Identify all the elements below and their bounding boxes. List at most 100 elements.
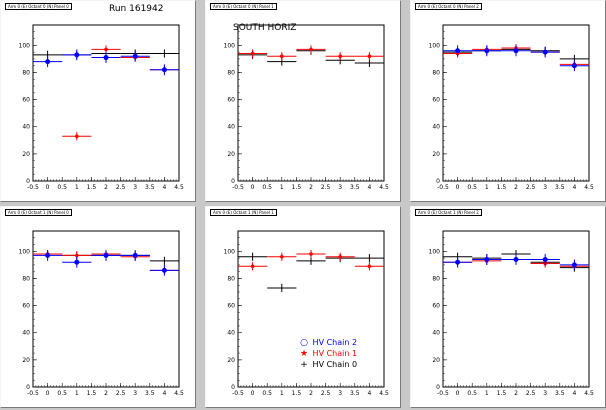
pad-6: -0.5 0 0.5 1 1.5 2 2.5 3 3.5 4 4.5 0 20 40 60 80 100 Arm…	[410, 206, 606, 408]
y-tick-label: 80	[432, 275, 440, 282]
y-tick-label: 40	[22, 124, 30, 131]
x-tick-label: 2.5	[321, 184, 331, 191]
y-tick-label: 60	[22, 97, 30, 104]
data-point	[33, 249, 63, 261]
marker-star	[367, 54, 372, 58]
x-tick-label: 1.5	[292, 184, 302, 191]
y-tick-label: 80	[227, 275, 235, 282]
data-point	[91, 52, 121, 63]
x-tick-label: 0.5	[467, 184, 477, 191]
y-tick-label: 60	[432, 97, 440, 104]
series-chain2	[443, 45, 589, 72]
x-tick-label: 1.5	[292, 390, 302, 397]
marker-circle	[132, 252, 138, 258]
data-point	[354, 254, 384, 263]
x-tick-label: 1.5	[87, 390, 97, 397]
x-tick-label: 0	[251, 390, 255, 397]
data-point	[296, 45, 326, 54]
y-tick-label: 60	[432, 303, 440, 310]
x-tick-label: 4	[367, 390, 371, 397]
x-tick-label: 0.5	[262, 184, 272, 191]
y-tick-label: 0	[231, 384, 235, 391]
marker-circle	[571, 262, 577, 268]
x-tick-label: 0	[456, 184, 460, 191]
legend-label: HV Chain 0	[312, 360, 358, 369]
data-point	[501, 45, 531, 57]
x-tick-label: 4.5	[174, 390, 184, 397]
x-tick-label: 3.5	[350, 390, 360, 397]
y-tick-label: 100	[224, 248, 236, 255]
marker-star	[338, 254, 342, 259]
pad-title: Arm 0 (E) Octant 0 (N) Panel 2	[415, 3, 482, 10]
data-point	[472, 254, 502, 265]
x-tick-label: 4.5	[379, 390, 389, 397]
y-tick-label: 60	[227, 303, 235, 310]
x-tick-label: 3	[543, 184, 547, 191]
x-tick-label: 3.5	[555, 390, 565, 397]
data-point	[62, 49, 92, 61]
y-tick-label: 20	[22, 357, 30, 364]
x-tick-label: -0.5	[232, 390, 244, 397]
x-tick-label: 1.5	[87, 184, 97, 191]
marker-circle	[513, 256, 519, 262]
data-point	[120, 50, 150, 62]
x-tick-label: 0.5	[262, 390, 272, 397]
marker-circle	[513, 48, 519, 54]
data-point	[238, 252, 268, 261]
data-point	[530, 46, 560, 58]
y-tick-label: 40	[227, 330, 235, 337]
legend-label: HV Chain 1	[312, 349, 358, 358]
x-tick-label: 2.5	[321, 390, 331, 397]
series-chain2	[33, 249, 179, 276]
series-chain2	[443, 254, 589, 271]
y-tick-label: 80	[22, 69, 30, 76]
marker-circle	[455, 48, 461, 54]
x-tick-label: 1	[75, 390, 79, 397]
marker-star	[280, 254, 284, 259]
pad-title: Arm 0 (E) Octant 1 (N) Panel 1	[210, 209, 277, 216]
x-tick-label: 2	[104, 184, 108, 191]
marker-circle	[45, 59, 51, 65]
pad-4: -0.5 0 0.5 1 1.5 2 2.5 3 3.5 4 4.5 0 20 40 60 80 100 Arm…	[0, 206, 196, 408]
x-tick-label: 1	[280, 184, 284, 191]
y-tick-label: 60	[227, 97, 235, 104]
y-tick-label: 80	[22, 275, 30, 282]
data-point	[267, 252, 297, 261]
data-point	[267, 283, 297, 293]
marker-star	[309, 47, 313, 52]
x-tick-label: 1	[485, 390, 489, 397]
x-tick-label: 0.5	[467, 390, 477, 397]
x-tick-label: 0	[46, 390, 50, 397]
marker-circle	[103, 252, 109, 258]
x-tick-label: 2.5	[116, 184, 126, 191]
marker-star	[250, 264, 255, 269]
data-point	[325, 52, 355, 61]
run-title: Run 161942	[109, 4, 164, 14]
marker-star	[75, 134, 79, 139]
data-point	[354, 52, 384, 61]
x-tick-label: 1	[485, 184, 489, 191]
marker-circle	[455, 259, 461, 265]
x-tick-label: 0	[251, 184, 255, 191]
data-point	[530, 254, 560, 265]
data-point	[267, 52, 297, 61]
x-tick-label: 3	[338, 390, 342, 397]
y-tick-label: 40	[22, 330, 30, 337]
y-tick-label: 100	[224, 42, 236, 49]
y-tick-label: 20	[432, 357, 440, 364]
pad-5: -0.5 0 0.5 1 1.5 2 2.5 3 3.5 4 4.5 0 20 40 60 80 100 Arm…	[205, 206, 401, 408]
circle-icon: ○	[300, 338, 308, 348]
y-tick-label: 100	[429, 248, 441, 255]
x-tick-label: 4.5	[584, 390, 594, 397]
data-point	[62, 256, 92, 268]
data-point	[149, 256, 179, 265]
pad-title: Arm 0 (E) Octant 0 (N) Panel 0	[5, 3, 72, 10]
x-tick-label: -0.5	[27, 184, 39, 191]
marker-circle	[103, 55, 109, 61]
x-tick-label: 2.5	[116, 390, 126, 397]
